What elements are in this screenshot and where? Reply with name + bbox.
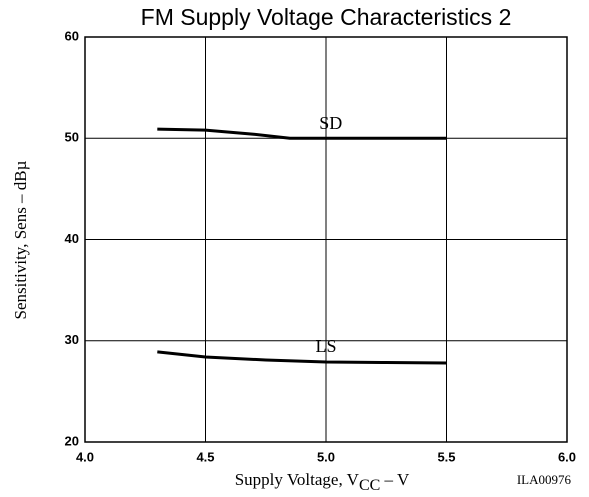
x-axis-label-tail: – V xyxy=(380,470,410,489)
y-tick-label: 40 xyxy=(65,231,79,246)
plot-frame xyxy=(84,36,568,443)
x-axis-label-sub: CC xyxy=(359,477,380,494)
x-axis-label-main: Supply Voltage, V xyxy=(235,470,360,489)
y-tick-label: 50 xyxy=(65,130,79,145)
x-tick-label: 6.0 xyxy=(558,449,576,464)
x-tick-label: 5.5 xyxy=(437,449,455,464)
y-tick-label: 60 xyxy=(65,28,79,43)
y-tick-label: 20 xyxy=(65,433,79,448)
x-tick-label: 4.0 xyxy=(76,449,94,464)
series-label: LS xyxy=(315,336,336,356)
y-tick-label: 30 xyxy=(65,332,79,347)
x-tick-label: 5.0 xyxy=(317,449,335,464)
figure-code: ILA00976 xyxy=(517,472,572,487)
y-axis-label: Sensitivity, Sens – dBµ xyxy=(11,160,30,319)
chart-title: FM Supply Voltage Characteristics 2 xyxy=(141,4,512,30)
x-axis-label: Supply Voltage, VCC – V xyxy=(235,470,410,494)
line-series xyxy=(157,127,447,140)
series-label: SD xyxy=(319,113,342,133)
line-series xyxy=(157,350,447,365)
x-tick-label: 4.5 xyxy=(196,449,214,464)
